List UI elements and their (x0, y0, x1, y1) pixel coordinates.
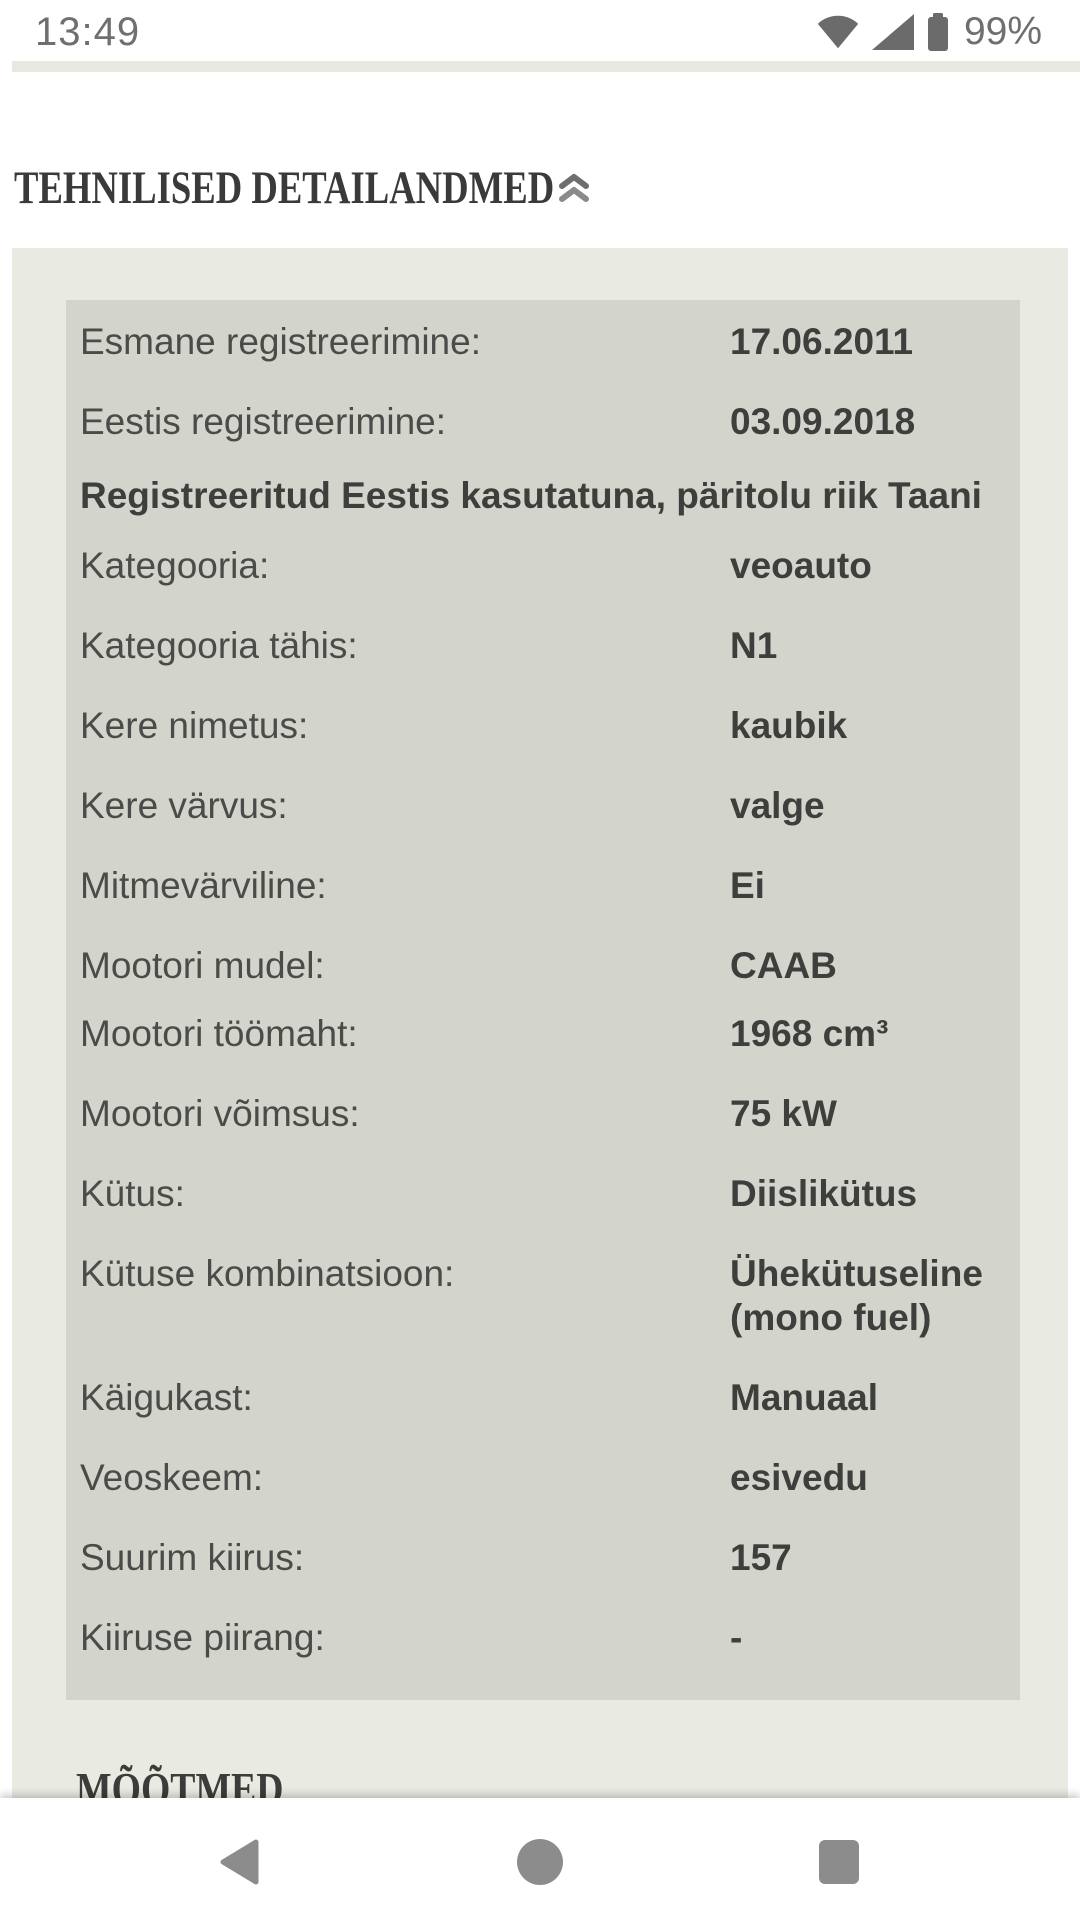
row-value: - (730, 1617, 743, 1658)
table-row: Mootori võimsus: 75 kW (66, 1074, 1020, 1154)
row-label: Kütus: (80, 1173, 185, 1214)
row-value: N1 (730, 625, 778, 666)
recents-icon[interactable] (818, 1839, 860, 1890)
row-label: Mootori mudel: (80, 945, 325, 986)
cellular-signal-icon (871, 14, 914, 50)
row-value: Manuaal (730, 1377, 879, 1418)
row-value: Ühekütuseline (mono fuel) (730, 1253, 983, 1338)
row-value: CAAB (730, 945, 837, 986)
table-row: Mitmevärviline: Ei (66, 846, 1020, 926)
content-top-divider (12, 61, 1080, 72)
row-value: 1968 cm³ (730, 1013, 889, 1054)
table-row: Kere nimetus: kaubik (66, 686, 1020, 766)
table-row: Kategooria: veoauto (66, 530, 1020, 606)
row-value: Ei (730, 865, 765, 906)
row-value: veoauto (730, 545, 872, 586)
table-row: Kere värvus: valge (66, 766, 1020, 846)
row-label: Esmane registreerimine: (80, 321, 481, 362)
row-label: Registreeritud Eestis kasutatuna, pärito… (80, 475, 982, 516)
table-row: Suurim kiirus: 157 (66, 1518, 1020, 1598)
battery-icon (927, 12, 949, 52)
row-label: Kiiruse piirang: (80, 1617, 325, 1658)
row-value: 75 kW (730, 1093, 837, 1134)
vehicle-details-table: Esmane registreerimine: 17.06.2011 Eesti… (66, 300, 1020, 1700)
row-value: esivedu (730, 1457, 868, 1498)
home-icon[interactable] (516, 1838, 564, 1891)
table-row: Kütus: Diislikütus (66, 1154, 1020, 1234)
table-row: Mootori töömaht: 1968 cm³ (66, 1000, 1020, 1074)
table-row: Veoskeem: esivedu (66, 1438, 1020, 1518)
row-label: Mootori töömaht: (80, 1013, 358, 1054)
row-label: Kütuse kombinatsioon: (80, 1253, 455, 1294)
table-row: Kütuse kombinatsioon: Ühekütuseline (mon… (66, 1234, 1020, 1358)
page-title: TEHNILISED DETAILANDMED (14, 162, 555, 214)
table-row-fullwidth: Registreeritud Eestis kasutatuna, pärito… (66, 462, 1020, 530)
details-panel: Esmane registreerimine: 17.06.2011 Eesti… (12, 248, 1068, 1814)
clock: 13:49 (35, 9, 141, 54)
row-label: Veoskeem: (80, 1457, 264, 1498)
row-value: Diislikütus (730, 1173, 918, 1214)
status-bar: 13:49 99% (0, 0, 1080, 58)
wifi-icon (817, 14, 859, 50)
table-row: Esmane registreerimine: 17.06.2011 (66, 301, 1020, 382)
double-chevron-up-icon[interactable] (557, 173, 591, 210)
table-row: Kategooria tähis: N1 (66, 606, 1020, 686)
table-row: Käigukast: Manuaal (66, 1358, 1020, 1438)
row-label: Käigukast: (80, 1377, 253, 1418)
row-value: kaubik (730, 705, 848, 746)
row-label: Mootori võimsus: (80, 1093, 360, 1134)
row-value: valge (730, 785, 825, 826)
table-row: Eestis registreerimine: 03.09.2018 (66, 382, 1020, 462)
row-label: Kere nimetus: (80, 705, 309, 746)
battery-percent: 99% (963, 10, 1042, 53)
row-label: Suurim kiirus: (80, 1537, 305, 1578)
android-navigation-bar (0, 1798, 1080, 1920)
back-icon[interactable] (219, 1839, 259, 1890)
row-value: 17.06.2011 (730, 321, 914, 362)
table-row: Mootori mudel: CAAB (66, 926, 1020, 1000)
row-label: Eestis registreerimine: (80, 401, 447, 442)
row-label: Kategooria: (80, 545, 270, 586)
row-label: Kategooria tähis: (80, 625, 358, 666)
row-label: Mitmevärviline: (80, 865, 327, 906)
section-header-tehnilised-detailandmed[interactable]: TEHNILISED DETAILANDMED (14, 160, 654, 216)
row-value: 03.09.2018 (730, 401, 916, 442)
table-row: Kiiruse piirang: - (66, 1598, 1020, 1678)
row-label: Kere värvus: (80, 785, 288, 826)
row-value: 157 (730, 1537, 792, 1578)
